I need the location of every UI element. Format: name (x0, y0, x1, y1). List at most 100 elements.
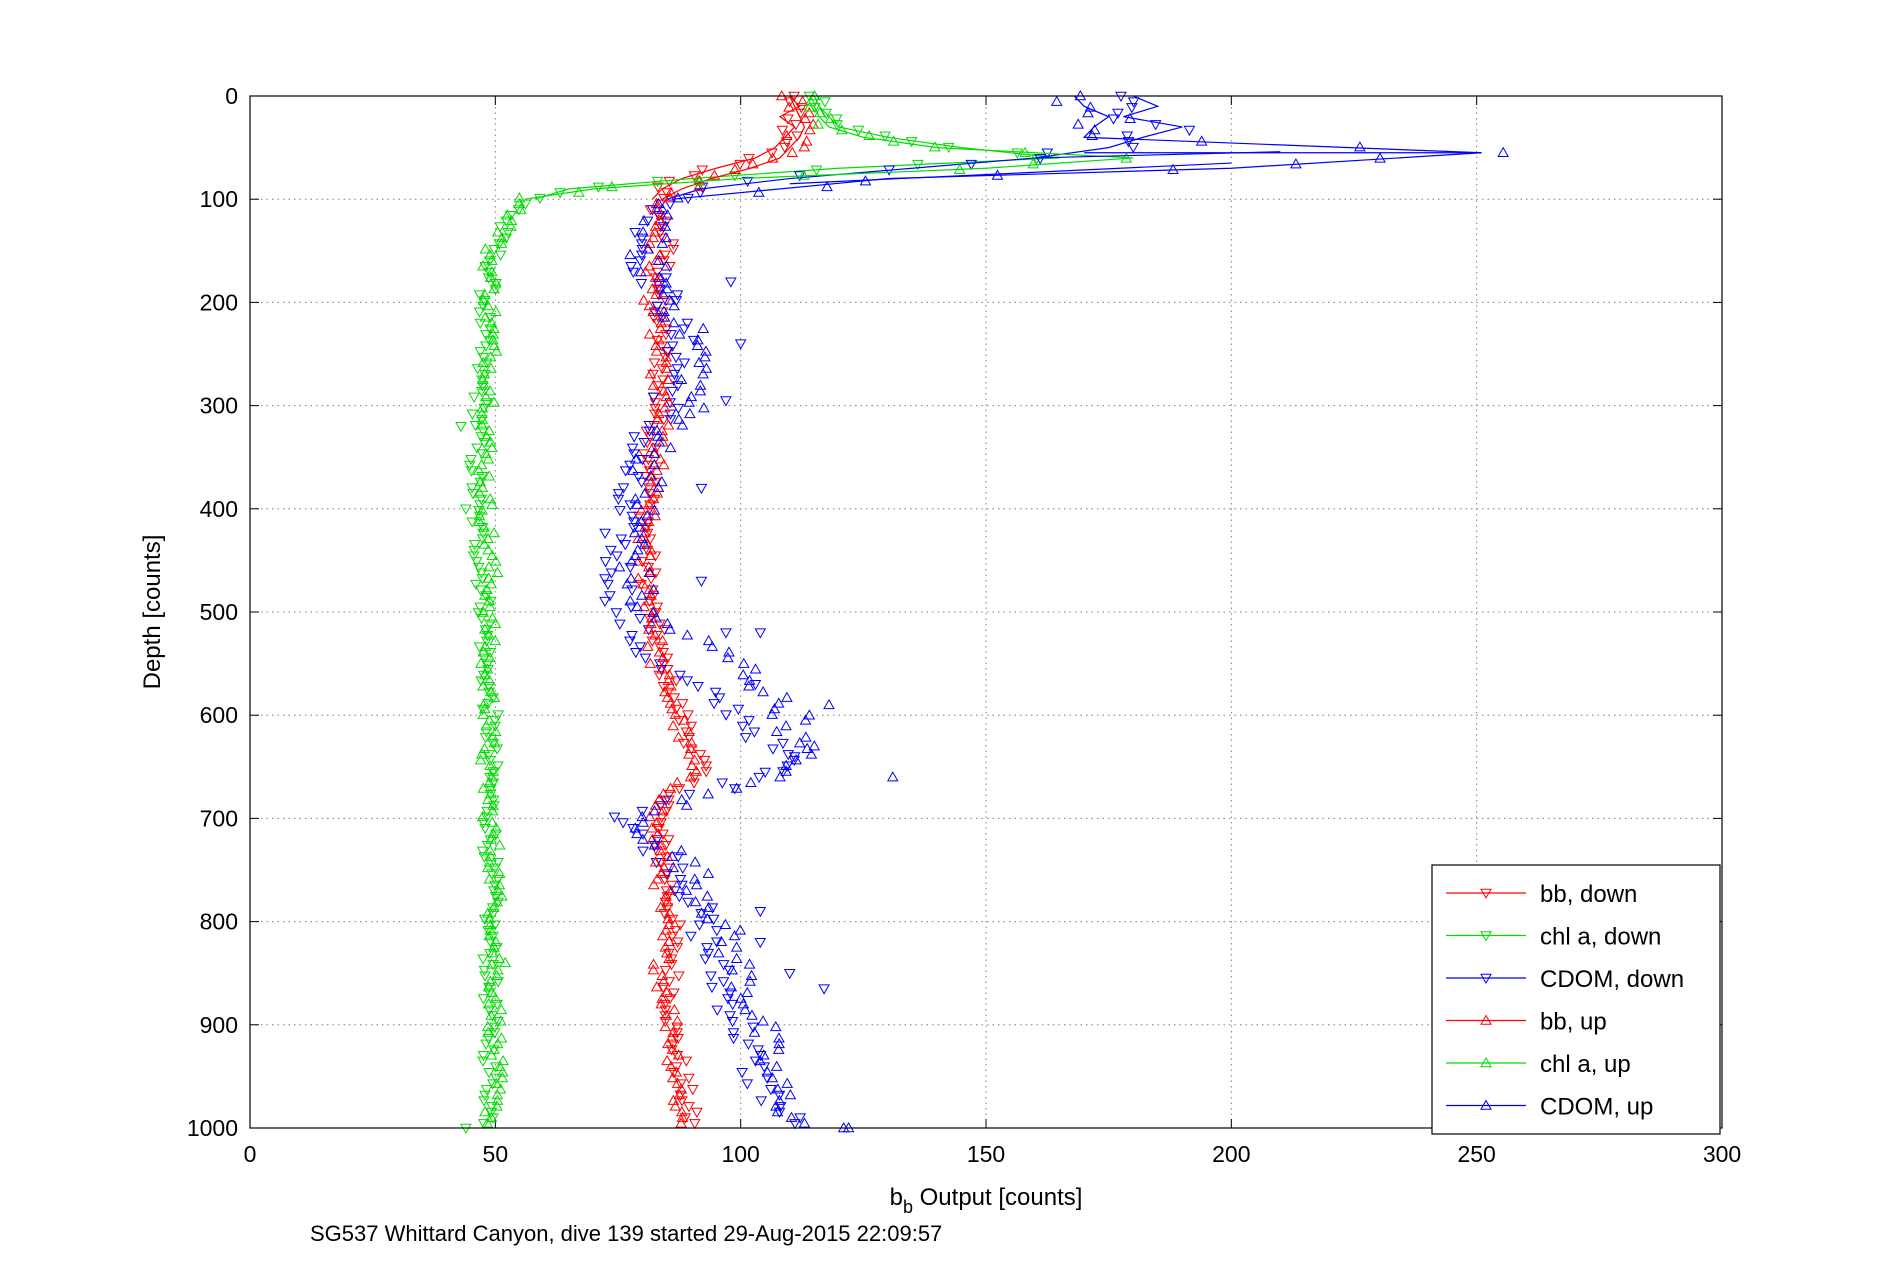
x-axis-label: bb Output [counts] (890, 1184, 1083, 1217)
data-point (473, 515, 486, 526)
data-point (650, 630, 663, 642)
data-point (479, 341, 492, 352)
data-point (488, 282, 500, 294)
data-point (651, 176, 664, 188)
data-point (672, 1033, 684, 1045)
data-point (647, 379, 660, 390)
data-point (766, 148, 778, 159)
data-point (656, 233, 669, 244)
data-point (488, 527, 500, 538)
data-point (471, 443, 483, 454)
outlier-point (499, 956, 512, 968)
data-point (715, 935, 728, 946)
data-point (643, 623, 655, 634)
data-point (491, 895, 503, 907)
data-point (641, 545, 654, 557)
data-point (651, 413, 664, 424)
data-point (773, 1037, 786, 1049)
data-point (638, 600, 650, 612)
data-point (651, 487, 664, 498)
data-point (504, 210, 517, 222)
data-point (484, 313, 497, 324)
data-point (627, 267, 640, 278)
data-point (480, 390, 492, 402)
data-point (677, 738, 690, 750)
data-point (647, 958, 660, 969)
data-point (664, 884, 677, 895)
data-point (721, 651, 734, 663)
data-point (486, 498, 498, 509)
data-point (478, 697, 491, 708)
data-point (482, 926, 495, 937)
data-point (519, 199, 532, 210)
data-point (727, 1028, 740, 1039)
data-point (690, 878, 703, 890)
data-point (1088, 124, 1101, 135)
data-point (775, 89, 788, 101)
data-point (633, 521, 646, 532)
data-point (483, 629, 496, 640)
data-point (1115, 91, 1127, 103)
data-point (702, 788, 715, 799)
data-point (492, 884, 504, 895)
data-point (662, 835, 675, 846)
data-point (661, 895, 674, 907)
data-point (480, 330, 492, 341)
data-point (641, 640, 654, 651)
plot-area-frame (249, 95, 1723, 1129)
data-point (484, 685, 497, 697)
series-line (666, 95, 1183, 200)
data-point (473, 290, 486, 301)
data-point (478, 437, 491, 449)
data-point (651, 816, 663, 827)
data-point (481, 1020, 494, 1032)
data-point (628, 517, 640, 528)
data-point (664, 192, 676, 203)
data-point (722, 994, 734, 1005)
data-point (752, 1045, 765, 1056)
data-point (632, 472, 645, 483)
data-point (1149, 120, 1162, 131)
data-point (483, 988, 496, 999)
data-point (729, 163, 741, 175)
data-point (482, 300, 494, 311)
data-point (661, 869, 673, 880)
data-point (478, 589, 491, 600)
data-point (664, 680, 677, 691)
data-point (663, 668, 676, 680)
data-point (773, 1090, 786, 1101)
x-tick-label: 50 (483, 1141, 509, 1167)
data-point (602, 579, 614, 591)
data-point (631, 600, 644, 612)
data-point (820, 108, 833, 120)
data-point (610, 608, 623, 619)
data-point (483, 674, 496, 685)
data-point (573, 186, 585, 197)
data-point (484, 271, 497, 282)
data-point (746, 1009, 758, 1020)
data-point (635, 589, 648, 600)
data-point (671, 1050, 684, 1062)
data-point (799, 112, 812, 123)
data-point (659, 220, 672, 231)
data-point (694, 379, 707, 390)
data-point (493, 1060, 506, 1071)
outlier-point (724, 277, 737, 288)
data-point (652, 290, 665, 301)
data-point (484, 651, 496, 663)
data-point (692, 682, 704, 693)
data-point (477, 954, 489, 965)
data-point (491, 566, 504, 578)
data-point (476, 523, 489, 534)
data-point (653, 436, 666, 447)
data-point (673, 328, 686, 339)
data-point (706, 982, 718, 994)
data-point (667, 1068, 680, 1079)
data-point (477, 782, 490, 793)
data-point (496, 1066, 509, 1077)
data-point (631, 827, 643, 839)
data-point (643, 300, 656, 311)
data-point (724, 1011, 736, 1022)
data-point (632, 572, 645, 583)
data-point (682, 748, 695, 759)
